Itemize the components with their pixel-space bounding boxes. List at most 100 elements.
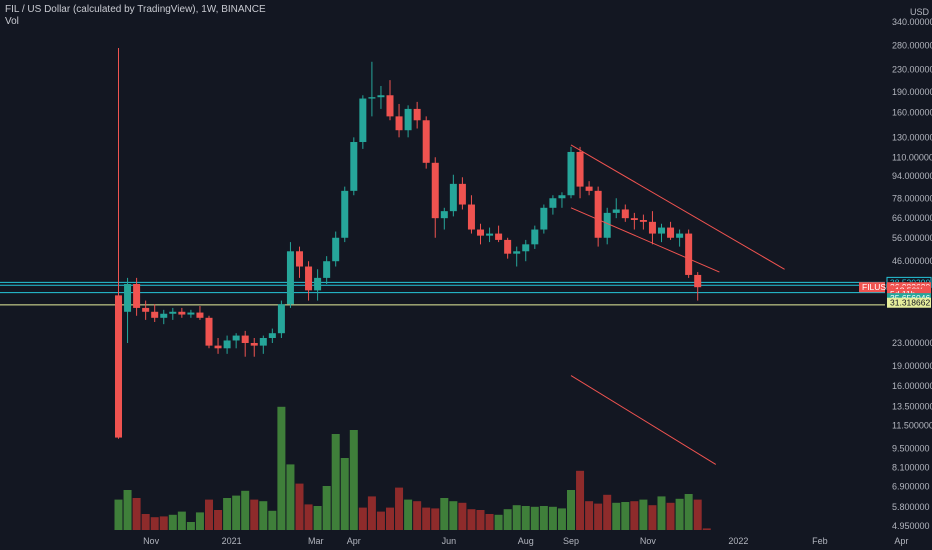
volume-bar	[295, 483, 304, 530]
candle-body	[413, 108, 421, 121]
volume-bar	[639, 499, 648, 530]
volume-bar	[195, 512, 204, 530]
candle-body	[187, 312, 195, 315]
price-tag-bg	[859, 282, 885, 293]
volume-bar	[241, 490, 250, 530]
candle-body	[214, 345, 222, 349]
volume-bar	[693, 499, 702, 530]
candle-body	[558, 195, 566, 199]
price-tag-bg	[887, 297, 931, 308]
volume-bar	[503, 509, 512, 530]
volume-bar	[675, 498, 684, 530]
volume-bar	[666, 502, 675, 530]
candle-body	[178, 311, 186, 315]
volume-bar	[512, 505, 521, 530]
volume-bar	[141, 514, 150, 530]
price-tag: 31.318662	[890, 298, 930, 308]
candle-body	[504, 239, 512, 254]
price-tick-label: 6.900000	[892, 481, 930, 491]
candle-body	[422, 120, 430, 163]
volume-bar	[449, 501, 458, 530]
candle-body	[486, 233, 494, 236]
price-tick-label: 5.800000	[892, 502, 930, 512]
candle-body	[567, 151, 575, 196]
candle-body	[404, 108, 412, 131]
horizontal-lines	[0, 281, 885, 306]
volume-bar	[630, 501, 639, 530]
volume-bar	[358, 507, 367, 530]
volume-bar	[431, 508, 440, 530]
price-axis: 340.000000 280.000000 230.000000 190.000000…	[885, 0, 932, 550]
volume-bar	[268, 510, 277, 530]
candle-body	[540, 207, 548, 230]
price-tick-label: 4.950000	[892, 521, 930, 531]
volume-bar	[168, 514, 177, 530]
volume-bar	[214, 510, 223, 530]
candle-body	[323, 261, 331, 278]
volume-bar	[603, 494, 612, 530]
candle-body	[314, 277, 322, 291]
price-tick-label: 110.000000	[892, 152, 932, 162]
candle-body	[467, 204, 475, 230]
candle-body	[377, 95, 385, 98]
volume-bar	[585, 501, 594, 530]
price-tick-label: 130.000000	[892, 132, 932, 142]
volume-bar	[702, 528, 711, 530]
volume-bar	[376, 511, 385, 530]
time-tick-label: Mar	[308, 536, 324, 546]
volume-bar	[440, 498, 449, 530]
volume-bar	[313, 506, 322, 530]
volume-bar	[395, 487, 404, 530]
volume-indicator-label[interactable]: Vol	[5, 16, 19, 27]
volume-bar	[413, 501, 422, 530]
candle-body	[676, 233, 684, 238]
trendline	[570, 375, 717, 465]
volume-bar	[684, 494, 693, 530]
candle-body	[151, 311, 159, 318]
candle-body	[368, 97, 376, 99]
volume-bar	[223, 498, 232, 530]
candle-body	[259, 337, 267, 346]
volume-bar	[458, 502, 467, 530]
volume-bar	[114, 499, 123, 530]
price-tick-label: 280.000000	[892, 40, 932, 50]
candle-body	[458, 183, 466, 205]
volume-bar	[494, 514, 503, 530]
time-tick-label: Nov	[640, 536, 657, 546]
volume-bar	[404, 499, 413, 530]
volume-bar	[304, 504, 313, 530]
volume-bar	[286, 464, 295, 530]
candle-body	[549, 198, 557, 208]
trendlines	[570, 144, 785, 465]
candles	[115, 48, 702, 439]
volume-bar	[349, 430, 358, 530]
price-tick-label: 19.000000	[892, 361, 932, 371]
volume-bar	[322, 486, 331, 530]
candle-body	[160, 313, 168, 318]
time-tick-label: Sep	[563, 536, 579, 546]
candle-body	[124, 284, 132, 312]
candle-body	[531, 229, 539, 245]
chart-title: FIL / US Dollar (calculated by TradingVi…	[5, 4, 266, 15]
volume-bar	[340, 458, 349, 530]
candle-body	[585, 186, 593, 191]
candle-body	[142, 307, 150, 312]
volume-bar	[530, 506, 539, 530]
volume-bar	[467, 509, 476, 530]
candle-body	[522, 244, 530, 252]
candle-body	[395, 116, 403, 131]
candle-body	[449, 183, 457, 212]
candle-body	[639, 219, 647, 222]
candle-body	[386, 95, 394, 117]
candle-body	[658, 227, 665, 234]
candle-body	[115, 295, 122, 438]
price-tick-label: 13.500000	[892, 401, 932, 411]
candle-body	[286, 251, 294, 305]
candle-body	[241, 335, 249, 343]
time-tick-label: Apr	[347, 536, 361, 546]
price-tick-label: 11.500000	[892, 421, 932, 431]
candle-body	[576, 151, 584, 187]
candle-body	[268, 333, 276, 338]
volume-bar	[621, 502, 630, 530]
